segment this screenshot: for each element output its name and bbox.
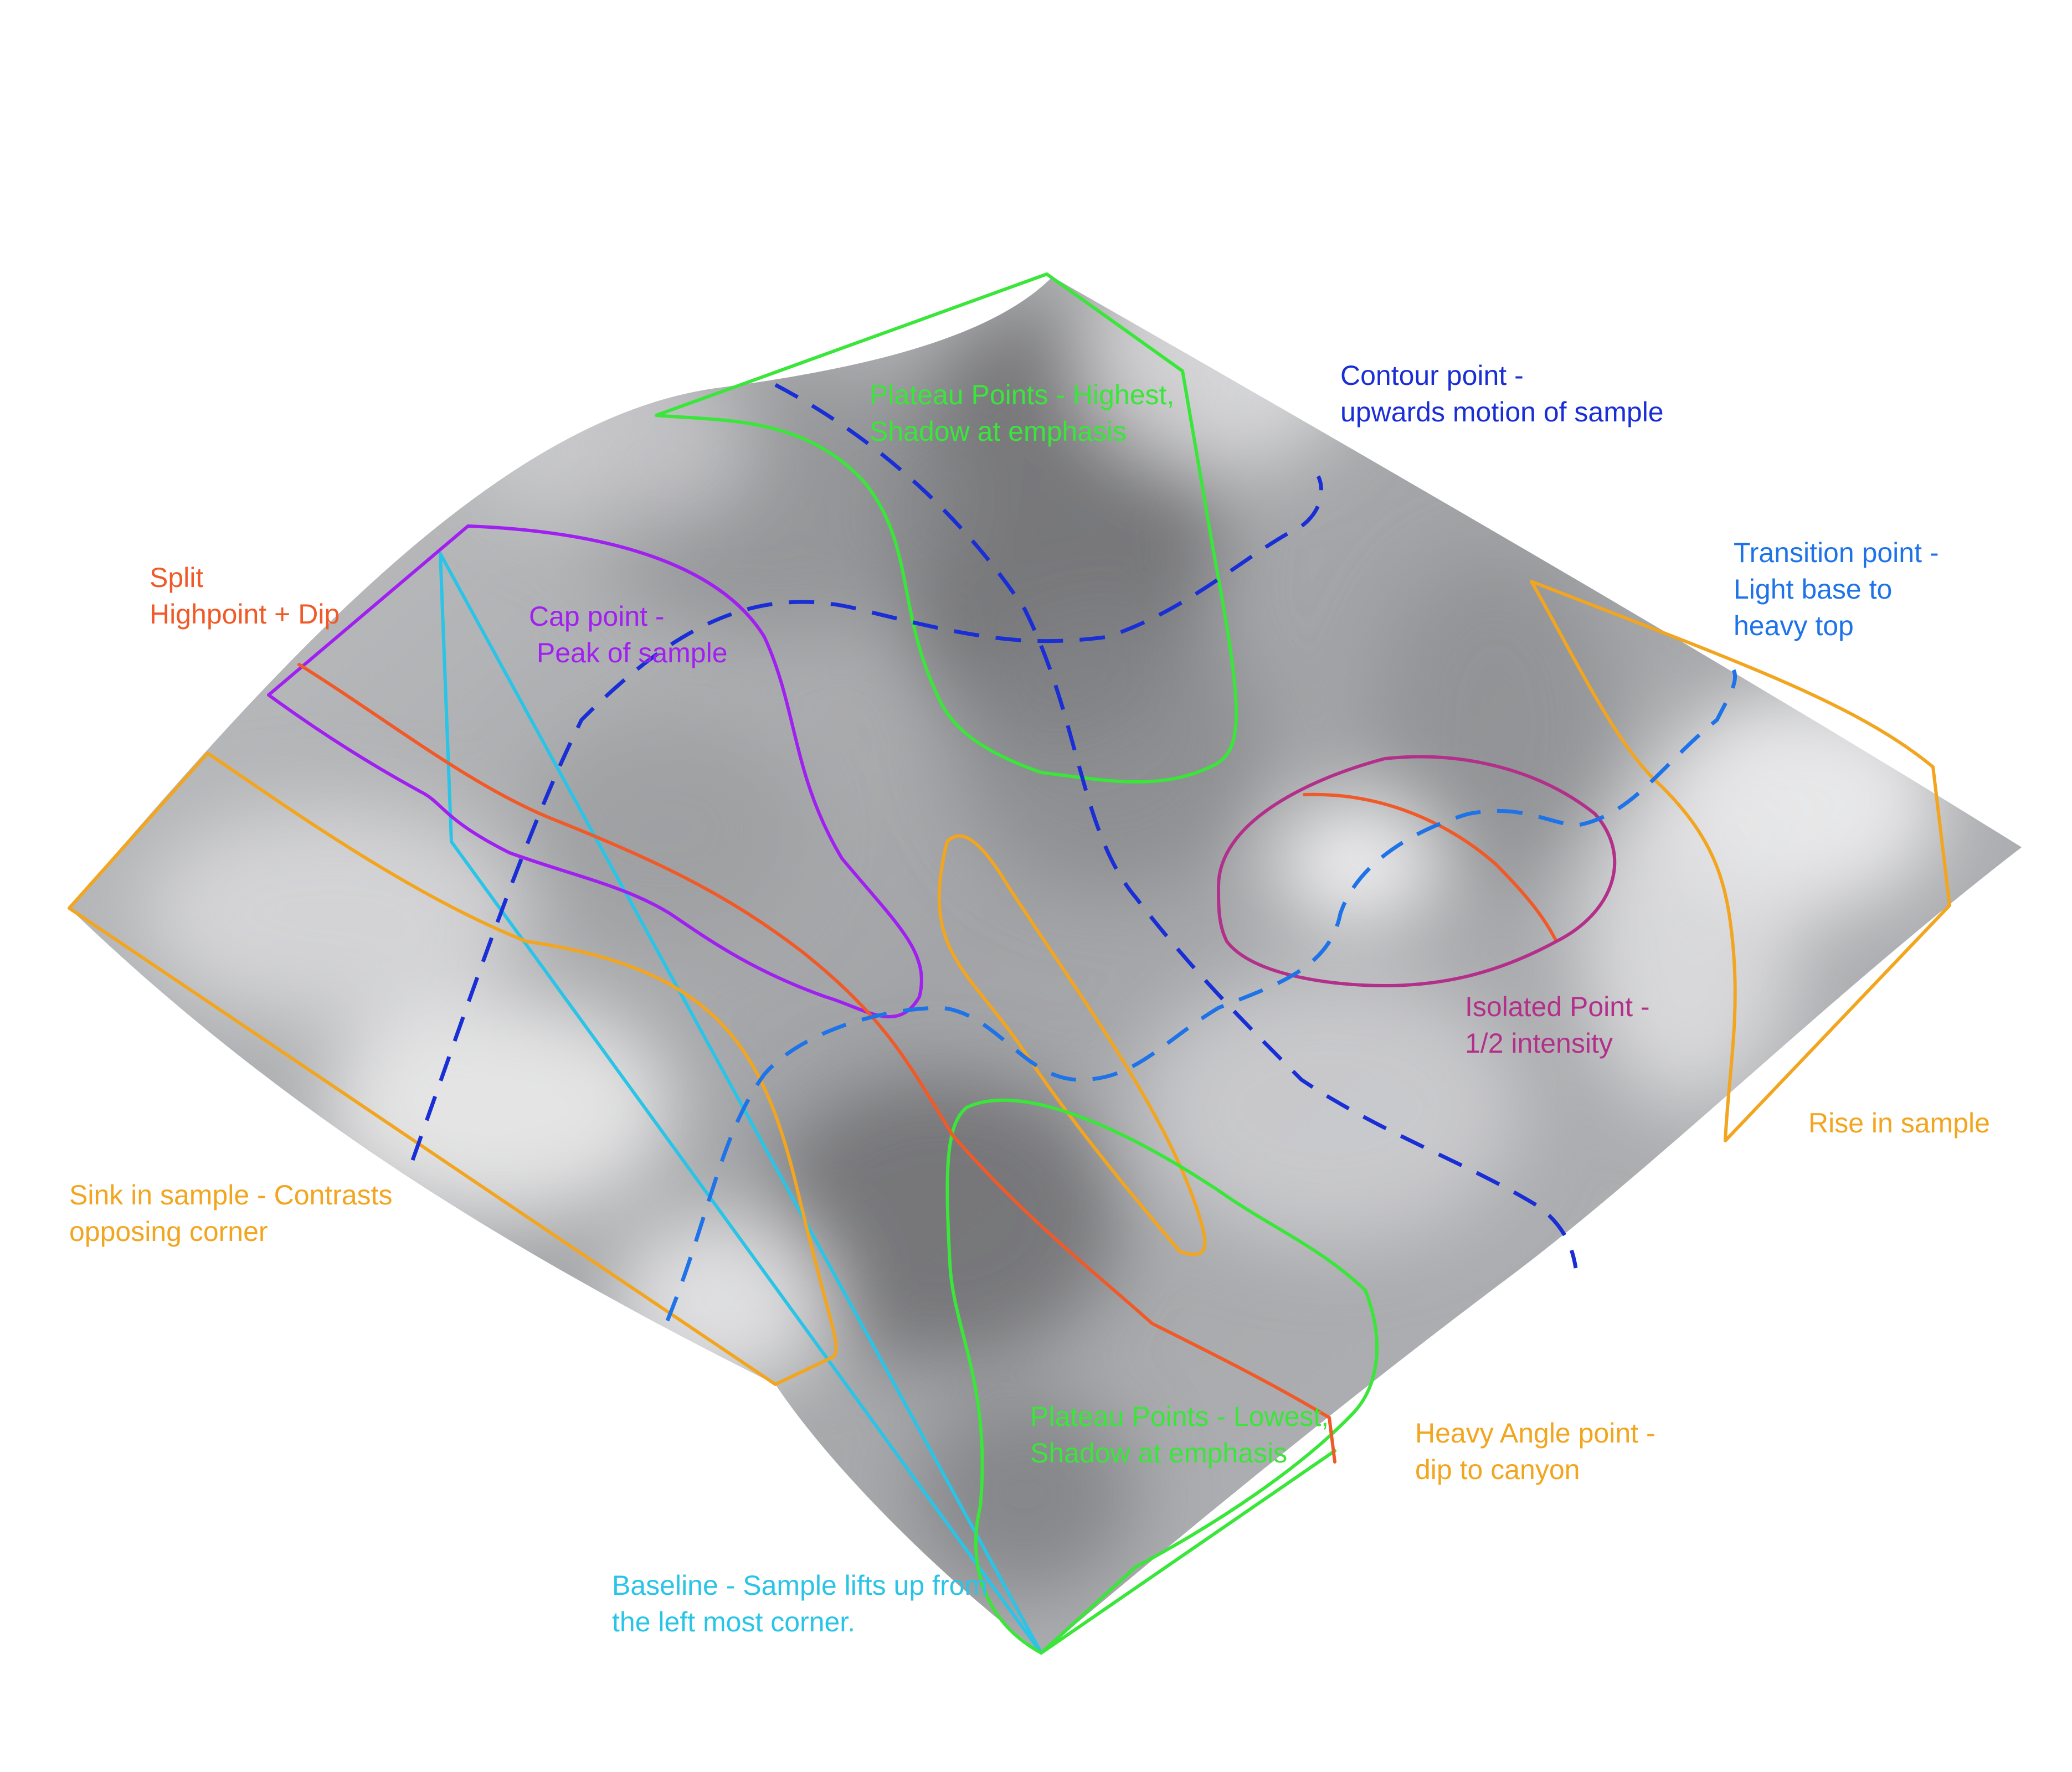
isolated-label: Isolated Point - 1/2 intensity <box>1465 991 1650 1059</box>
plateau-low-label-line: Shadow at emphasis <box>1030 1438 1287 1469</box>
plateau-high-label-line: Shadow at emphasis <box>870 416 1127 447</box>
transition-label-line: Transition point - <box>1734 537 1939 568</box>
split-label-line: Split <box>150 562 203 593</box>
plateau-high-label-line: Plateau Points - Highest, <box>870 379 1174 410</box>
sink-label: Sink in sample - Contrasts opposing corne… <box>69 1179 393 1247</box>
cap-label-line: Cap point - <box>529 601 665 632</box>
contour-label: Contour point - upwards motion of sample <box>1340 360 1664 427</box>
sink-label-line: opposing corner <box>69 1216 268 1247</box>
isolated-outline <box>1217 755 1617 987</box>
isolated-arc <box>1303 792 1558 943</box>
contour-dashed-a <box>410 475 1323 1161</box>
baseline-label-line: Baseline - Sample lifts up from <box>612 1570 988 1601</box>
split-line <box>297 663 1336 1464</box>
cap-label: Cap point - Peak of sample <box>529 601 728 668</box>
sink-outline <box>68 751 838 1386</box>
contour-label-line: upwards motion of sample <box>1340 396 1664 427</box>
plateau-low-edge <box>1040 1449 1336 1655</box>
cap-label-line: Peak of sample <box>529 637 728 668</box>
transition-dashed <box>665 669 1737 1322</box>
contour-label-line: Contour point - <box>1340 360 1524 391</box>
plateau-low-outline <box>945 1098 1379 1655</box>
plateau-low-label: Plateau Points - Lowest, Shadow at emphas… <box>1030 1401 1329 1469</box>
rise-label: Rise in sample <box>1808 1108 1990 1139</box>
transition-label: Transition point - Light base to heavy top <box>1734 537 1939 641</box>
plateau-low-label-line: Plateau Points - Lowest, <box>1030 1401 1329 1432</box>
plateau-high-outline <box>655 272 1238 784</box>
narrow-ridge-outline <box>937 834 1207 1256</box>
heavy-angle-label-line: dip to canyon <box>1415 1454 1580 1485</box>
transition-label-line: Light base to <box>1734 574 1892 605</box>
contour-dashed-b <box>774 383 1578 1269</box>
baseline-label-line: the left most corner. <box>612 1606 855 1637</box>
isolated-label-line: 1/2 intensity <box>1465 1028 1613 1059</box>
baseline-outline <box>439 552 1043 1655</box>
plateau-high-label: Plateau Points - Highest, Shadow at empha… <box>870 379 1174 447</box>
baseline-label: Baseline - Sample lifts up from the left … <box>612 1570 988 1637</box>
heavy-angle-label: Heavy Angle point - dip to canyon <box>1415 1418 1655 1485</box>
split-label-line: Highpoint + Dip <box>150 599 340 630</box>
isolated-label-line: Isolated Point - <box>1465 991 1650 1022</box>
heavy-angle-label-line: Heavy Angle point - <box>1415 1418 1655 1449</box>
sink-label-line: Sink in sample - Contrasts <box>69 1179 393 1210</box>
rise-outline <box>1530 580 1951 1142</box>
rise-label-line: Rise in sample <box>1808 1108 1990 1139</box>
split-label: Split Highpoint + Dip <box>150 562 340 630</box>
transition-label-line: heavy top <box>1734 610 1854 641</box>
cap-outline <box>267 524 923 1019</box>
